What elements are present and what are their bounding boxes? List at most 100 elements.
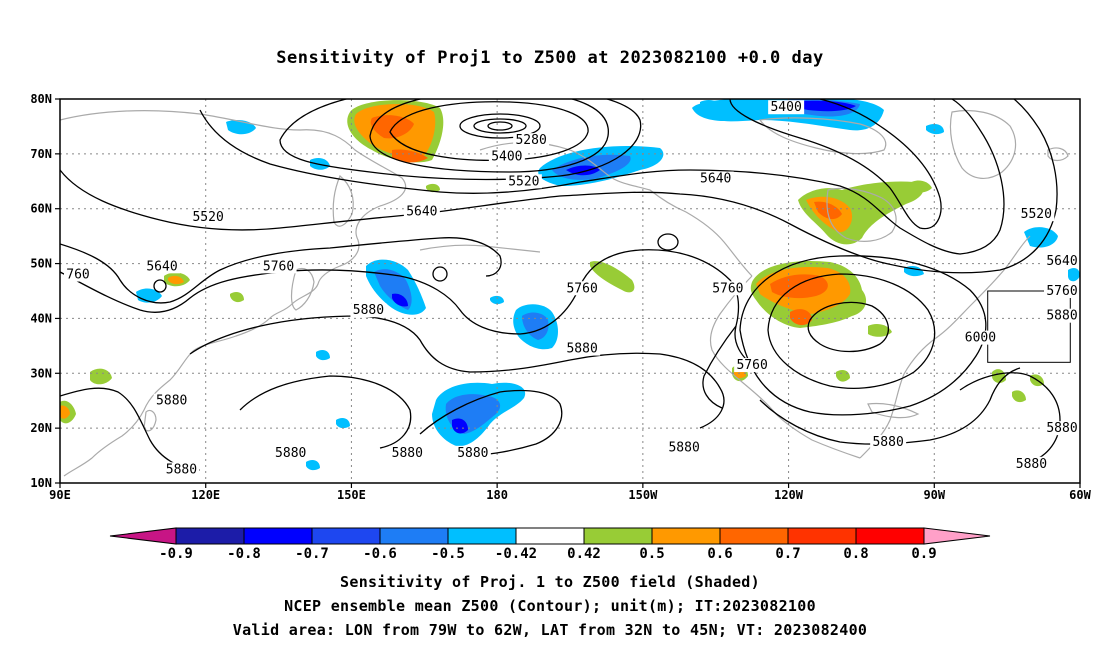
colorbar-box xyxy=(583,527,653,545)
lon-tick-label: 180 xyxy=(486,488,508,502)
contour-label-bg xyxy=(1013,456,1050,471)
contour-label: 5640 xyxy=(146,259,177,274)
colorbar-box xyxy=(855,527,925,545)
contour-label-bg xyxy=(709,281,746,296)
contour-5880-ring xyxy=(767,273,936,389)
lat-tick-label: 70N xyxy=(30,147,52,161)
contour-label-bg xyxy=(962,330,999,345)
coastline-kamchatka xyxy=(332,175,354,227)
contour-label: 5880 xyxy=(872,435,903,450)
contour-label-bg xyxy=(734,358,771,373)
shade-positive-region xyxy=(590,261,635,293)
contour-5880-c xyxy=(239,375,412,449)
contour-label: 5880 xyxy=(668,440,699,455)
shade-positive-region xyxy=(790,309,812,326)
contour-5880-east xyxy=(959,372,1061,463)
contour-label: 5280 xyxy=(515,133,546,148)
coastline-iceland xyxy=(1047,147,1069,162)
contour-5640-b xyxy=(60,237,502,304)
contour-label: 5640 xyxy=(406,204,437,219)
contour-5520 xyxy=(199,99,1005,255)
lon-tick-label: 60W xyxy=(1069,488,1091,502)
contour-label: 5880 xyxy=(1046,421,1077,436)
colorbar-extend-high xyxy=(923,527,991,545)
lon-tick-label: 120W xyxy=(774,488,804,502)
lat-tick-label: 50N xyxy=(30,257,52,271)
contour-label: 5880 xyxy=(156,394,187,409)
contour-label: 5640 xyxy=(700,172,731,187)
contour-label: 5520 xyxy=(1021,207,1052,222)
contour-label: 5880 xyxy=(1046,309,1077,324)
shade-positive-region xyxy=(60,405,70,419)
contour-5400-east xyxy=(729,99,942,230)
shade-negative-region xyxy=(392,293,408,307)
colorbar-label: -0.7 xyxy=(295,546,329,562)
coastline-asia xyxy=(60,110,407,477)
contour-label-bg xyxy=(697,171,734,186)
contour-label-bg xyxy=(513,133,550,148)
shade-positive-region xyxy=(426,183,440,193)
contour-5760-b xyxy=(702,325,737,409)
contour-label: 5760 xyxy=(712,281,743,296)
shade-negative-region xyxy=(566,165,600,176)
shade-positive-region xyxy=(836,370,850,382)
shade-positive-region xyxy=(370,115,414,139)
colorbar-box xyxy=(651,527,721,545)
lon-tick-label: 120E xyxy=(191,488,220,502)
coastline-arctic-islands xyxy=(758,117,887,155)
colorbar-box xyxy=(175,527,245,545)
contour-label: 5880 xyxy=(566,342,597,357)
latitude-labels: 80N 70N 60N 50N 40N 30N 20N 10N xyxy=(30,92,60,490)
coastline-north-america-east xyxy=(859,235,1031,459)
contour-label: 5760 xyxy=(263,259,294,274)
shade-negative-region xyxy=(336,418,350,429)
shade-negative-region xyxy=(306,460,320,471)
map-title: Sensitivity of Proj1 to Z500 at 20230821… xyxy=(276,48,824,68)
contour-5760-ring xyxy=(739,255,987,416)
shade-negative-region xyxy=(700,100,722,112)
caption-line-1: Sensitivity of Proj. 1 to Z500 field (Sh… xyxy=(340,573,760,591)
contour-5400-c xyxy=(279,99,642,181)
shade-positive-region xyxy=(798,181,924,245)
shade-negative-region xyxy=(136,288,162,303)
map-frame xyxy=(59,98,1081,484)
valid-area-box xyxy=(987,290,1071,363)
contour-label: 5640 xyxy=(1046,254,1077,269)
coastline-cuba xyxy=(867,402,920,419)
contour-5280 xyxy=(459,113,541,139)
contour-label-bg xyxy=(488,149,525,164)
contour-label: 5400 xyxy=(770,100,801,115)
contour-label: 5880 xyxy=(166,462,197,477)
colorbar-box xyxy=(311,527,381,545)
contour-label: 5520 xyxy=(192,210,223,225)
coastlines xyxy=(60,109,1069,477)
sensitivity-shading xyxy=(60,99,1080,471)
lon-tick-label: 150W xyxy=(628,488,658,502)
shade-negative-region xyxy=(316,350,330,361)
colorbar-label: 0.6 xyxy=(707,546,732,562)
colorbar-box xyxy=(243,527,313,545)
contour-label: 760 xyxy=(66,268,89,283)
contour-5280-core xyxy=(487,121,513,131)
contour-label-bg xyxy=(870,434,907,449)
contour-label: 5520 xyxy=(508,174,539,189)
colorbar-label: 0.9 xyxy=(911,546,936,562)
contour-label: 5400 xyxy=(491,150,522,165)
contour-label-bg xyxy=(1044,284,1080,298)
contour-label-bg xyxy=(163,462,200,477)
contour-label-bg xyxy=(666,440,703,455)
contour-label-bg xyxy=(64,267,92,282)
colorbar-label: -0.6 xyxy=(363,546,397,562)
contour-label-bg xyxy=(564,281,601,296)
contour-label: 5880 xyxy=(392,446,423,461)
shade-negative-region xyxy=(452,418,468,434)
shade-negative-region xyxy=(791,100,856,112)
contour-label-bg xyxy=(190,209,227,224)
shade-positive-region xyxy=(868,324,892,337)
contour-label-bg xyxy=(260,259,297,274)
contour-low-small xyxy=(657,233,679,251)
lon-tick-label: 90W xyxy=(923,488,945,502)
contour-label-bg xyxy=(454,445,491,460)
contour-label: 5880 xyxy=(275,446,306,461)
